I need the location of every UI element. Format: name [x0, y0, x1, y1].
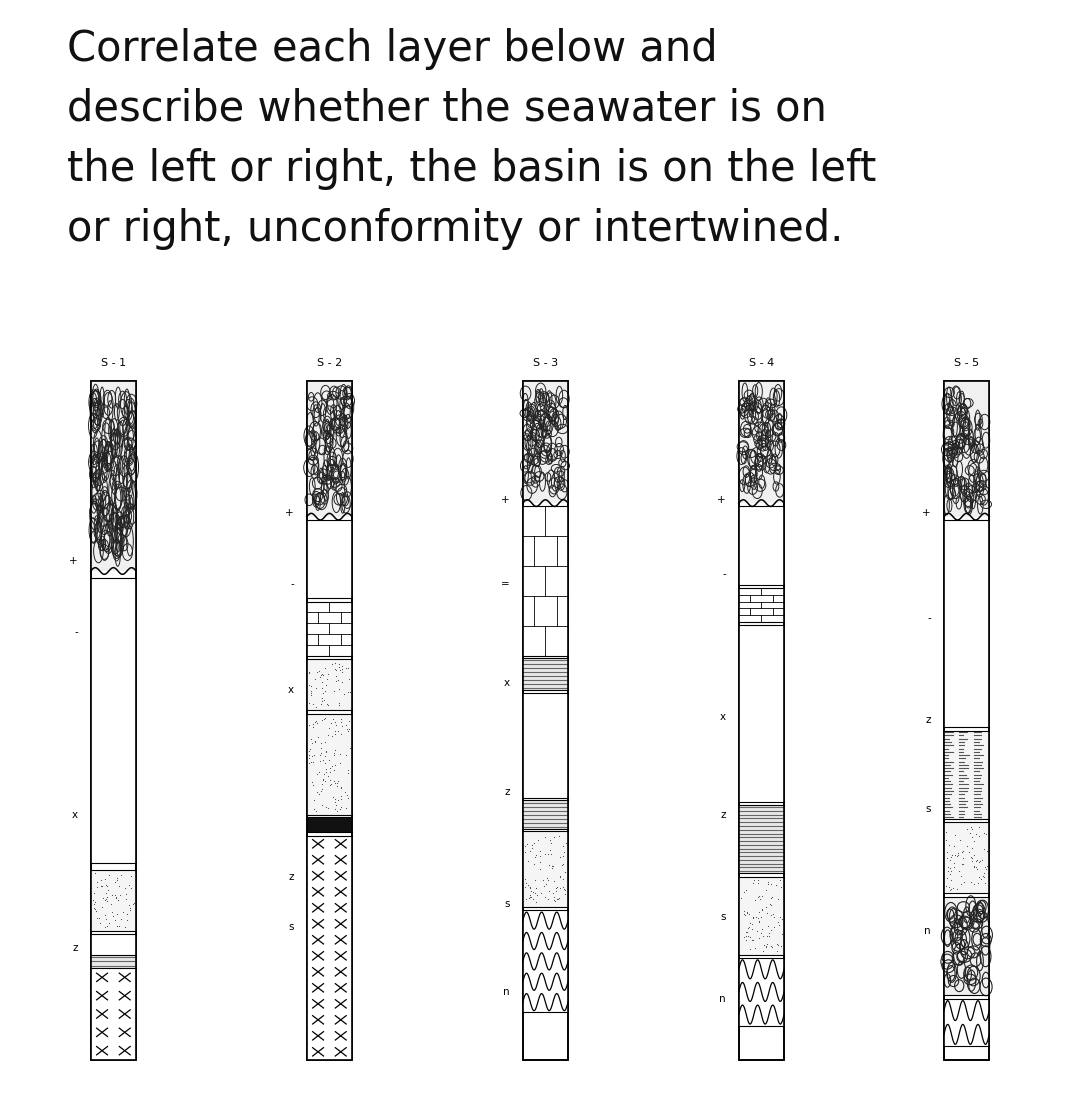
Text: S - 3: S - 3 [532, 358, 558, 368]
Bar [91, 968, 136, 1060]
Bar [523, 693, 568, 798]
Bar [739, 805, 784, 873]
Bar [944, 896, 989, 996]
Bar [523, 800, 568, 829]
Bar [944, 731, 989, 819]
Bar [944, 520, 989, 728]
Text: +: + [717, 495, 726, 505]
Text: -: - [928, 614, 931, 624]
Text: s: s [504, 899, 510, 909]
Bar [307, 381, 352, 1060]
Text: z: z [926, 715, 931, 725]
Bar [523, 381, 568, 1060]
Text: s: s [288, 923, 294, 933]
Bar [523, 911, 568, 1012]
Text: +: + [922, 508, 931, 518]
Text: z: z [504, 787, 510, 797]
Text: -: - [723, 570, 726, 580]
Bar [739, 381, 784, 1060]
Text: x: x [287, 684, 294, 694]
Bar [523, 381, 568, 503]
Text: =: = [501, 580, 510, 590]
Text: n: n [924, 926, 931, 936]
Bar [307, 602, 352, 656]
Bar [944, 822, 989, 893]
Bar [739, 877, 784, 955]
Text: Correlate each layer below and
describe whether the seawater is on
the left or r: Correlate each layer below and describe … [67, 28, 876, 250]
Text: s: s [926, 804, 931, 814]
Text: x: x [71, 810, 78, 820]
Bar [739, 588, 784, 622]
Text: x: x [719, 712, 726, 722]
Text: n: n [503, 987, 510, 997]
Bar [307, 381, 352, 1060]
Bar [944, 381, 989, 1060]
Text: S - 1: S - 1 [100, 358, 126, 368]
Text: S - 2: S - 2 [316, 358, 342, 368]
Bar [307, 817, 352, 832]
Bar [91, 955, 136, 968]
Bar [307, 836, 352, 1060]
Bar [944, 381, 989, 1060]
Bar [523, 831, 568, 907]
Bar [944, 381, 989, 517]
Bar [523, 381, 568, 1060]
Bar [739, 958, 784, 1026]
Text: z: z [720, 810, 726, 820]
Bar [91, 381, 136, 1060]
Bar [307, 381, 352, 517]
Text: z: z [72, 943, 78, 953]
Bar [307, 520, 352, 598]
Bar [91, 577, 136, 863]
Bar [523, 658, 568, 690]
Text: -: - [291, 580, 294, 590]
Text: +: + [69, 555, 78, 566]
Text: S - 4: S - 4 [748, 358, 774, 368]
Text: s: s [720, 912, 726, 922]
Text: z: z [288, 871, 294, 881]
Bar [91, 870, 136, 931]
Bar [739, 381, 784, 1060]
Bar [944, 999, 989, 1047]
Bar [739, 625, 784, 802]
Text: S - 5: S - 5 [954, 358, 980, 368]
Text: x: x [503, 678, 510, 688]
Bar [91, 381, 136, 571]
Bar [91, 381, 136, 1060]
Bar [307, 659, 352, 710]
Text: +: + [285, 508, 294, 518]
Bar [739, 381, 784, 503]
Bar [739, 507, 784, 585]
Text: -: - [75, 627, 78, 637]
Bar [307, 713, 352, 816]
Bar [523, 507, 568, 656]
Text: n: n [719, 994, 726, 1004]
Bar [91, 934, 136, 955]
Text: +: + [501, 495, 510, 505]
